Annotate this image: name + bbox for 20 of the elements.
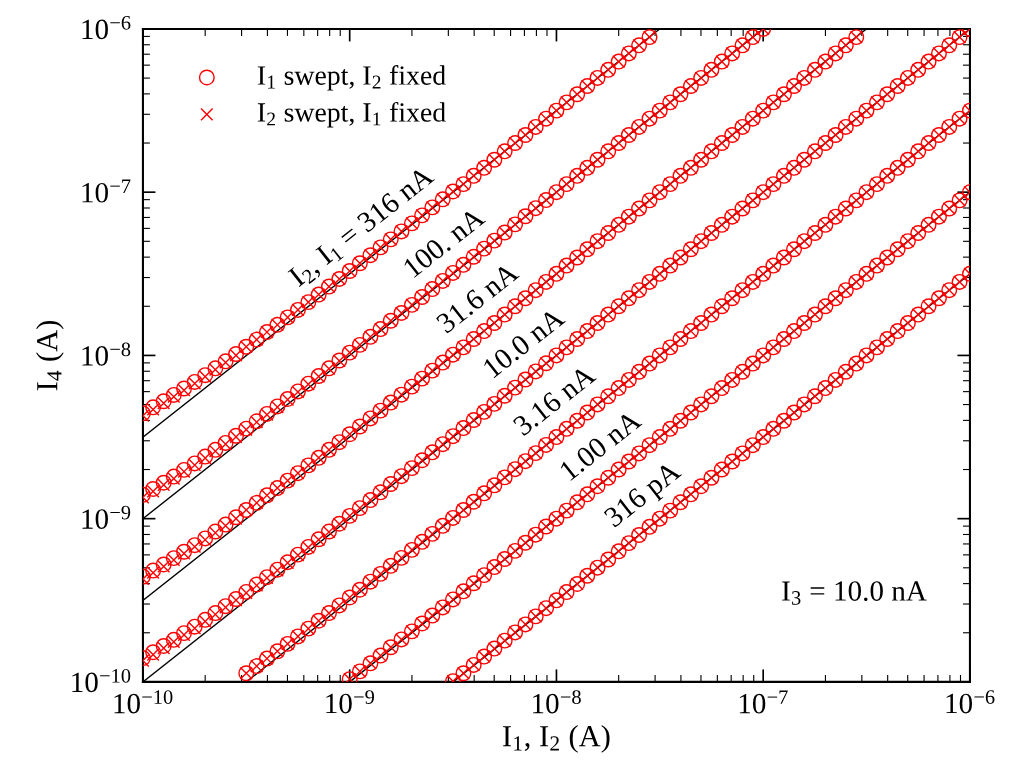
y-tick-label: 10$^{−9}$ bbox=[82, 505, 131, 529]
x-axis-title: I$_{1}$, I$_{2}$ (A) bbox=[503, 725, 610, 753]
y-tick-label: 10$^{−10}$ bbox=[72, 668, 131, 693]
x-tick-label: 10$^{−6}$ bbox=[946, 690, 995, 714]
annotation: 3.16 nA bbox=[512, 363, 597, 437]
point bbox=[167, 390, 181, 404]
y-tick-label: 10$^{−7}$ bbox=[82, 179, 131, 203]
y-tick-label: 10$^{−6}$ bbox=[82, 16, 131, 40]
x-tick-label: 10$^{−9}$ bbox=[326, 690, 375, 714]
y-axis-title: I$_{4}$ (A) bbox=[36, 320, 64, 391]
point bbox=[146, 403, 160, 417]
legend-label: I$_{2}$ swept, I$_{1}$ fixed bbox=[257, 101, 446, 128]
legend-label: I$_{1}$ swept, I$_{2}$ fixed bbox=[257, 65, 446, 91]
y-tick-label: 10$^{−8}$ bbox=[82, 342, 131, 366]
x-tick-label: 10$^{−7}$ bbox=[739, 690, 788, 714]
x-tick-label: 10$^{−8}$ bbox=[533, 690, 581, 714]
annotation: 31.6 nA bbox=[435, 261, 521, 334]
annotation: I$_{3}$ = 10.0 nA bbox=[782, 581, 927, 605]
annotation: 1.00 nA bbox=[558, 409, 643, 482]
x-tick-label: 10$^{−10}$ bbox=[114, 690, 173, 714]
